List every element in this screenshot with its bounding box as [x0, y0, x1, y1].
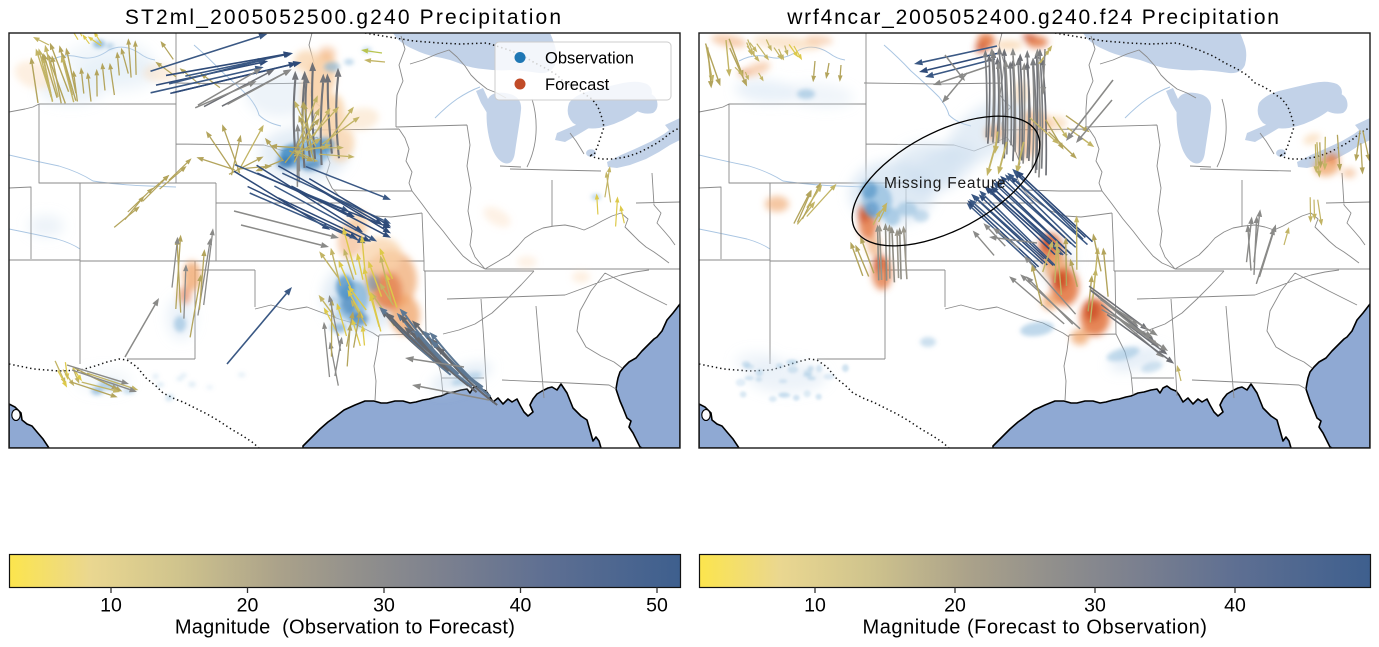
svg-text:ST2ml_2005052500.g240 Precipit: ST2ml_2005052500.g240 Precipitation — [125, 6, 563, 29]
svg-text:10: 10 — [100, 595, 122, 617]
svg-text:wrf4ncar_2005052400.g240.f24 P: wrf4ncar_2005052400.g240.f24 Precipitati… — [786, 6, 1281, 29]
svg-text:50: 50 — [646, 595, 668, 617]
svg-text:Forecast: Forecast — [545, 76, 610, 94]
svg-text:40: 40 — [1224, 595, 1246, 617]
svg-text:Observation: Observation — [545, 50, 634, 68]
svg-text:30: 30 — [373, 595, 395, 617]
svg-text:Magnitude (Observation to For: Magnitude (Observation to Forecast) — [175, 617, 515, 639]
svg-text:20: 20 — [944, 595, 966, 617]
svg-text:40: 40 — [510, 595, 532, 617]
svg-text:10: 10 — [804, 595, 826, 617]
svg-text:Missing Feature: Missing Feature — [884, 175, 1006, 192]
svg-text:20: 20 — [237, 595, 259, 617]
svg-text:Magnitude (Forecast to Observa: Magnitude (Forecast to Observation) — [863, 617, 1208, 639]
svg-text:30: 30 — [1084, 595, 1106, 617]
